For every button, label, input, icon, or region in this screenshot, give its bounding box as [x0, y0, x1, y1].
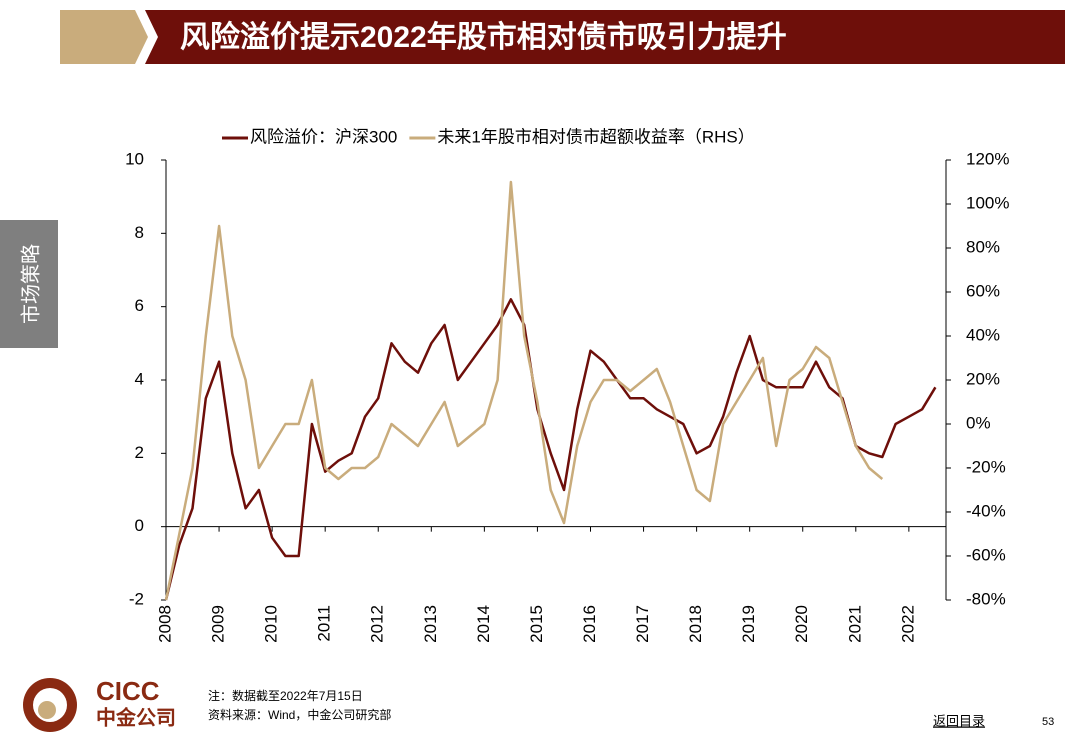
- y-tick-label: -2: [129, 589, 144, 608]
- y-tick-label: 4: [135, 369, 144, 388]
- y2-tick-label: 100%: [966, 193, 1009, 212]
- y2-tick-label: 40%: [966, 325, 1000, 344]
- y-tick-label: 0: [135, 516, 144, 535]
- y-tick-label: 8: [135, 223, 144, 242]
- y2-tick-label: 80%: [966, 237, 1000, 256]
- legend-label: 风险溢价：沪深300: [250, 127, 397, 146]
- y2-tick-label: -60%: [966, 545, 1006, 564]
- x-tick-label: 2016: [580, 605, 599, 643]
- legend-label: 未来1年股市相对债市超额收益率（RHS）: [437, 127, 754, 146]
- y2-tick-label: -20%: [966, 457, 1006, 476]
- banner-accent: [60, 10, 148, 64]
- y2-tick-label: 20%: [966, 369, 1000, 388]
- y-tick-label: 6: [135, 296, 144, 315]
- x-tick-label: 2019: [739, 605, 758, 643]
- source: 资料来源：Wind，中金公司研究部: [208, 707, 391, 722]
- x-tick-label: 2009: [209, 605, 228, 643]
- y2-tick-label: 60%: [966, 281, 1000, 300]
- x-tick-label: 2012: [368, 605, 387, 643]
- y2-tick-label: 0%: [966, 413, 991, 432]
- side-tab: [0, 220, 58, 348]
- x-tick-label: 2021: [845, 605, 864, 643]
- x-tick-label: 2014: [474, 605, 493, 643]
- series-line: [164, 298, 937, 601]
- y-tick-label: 2: [135, 443, 144, 462]
- x-tick-label: 2011: [315, 605, 334, 642]
- slide-title: 风险溢价提示2022年股市相对债市吸引力提升: [180, 20, 787, 54]
- logo-dot: [38, 701, 56, 719]
- banner: [145, 10, 1065, 64]
- logo-cn: 中金公司: [96, 705, 176, 729]
- x-tick-label: 2010: [262, 605, 281, 643]
- x-tick-label: 2015: [527, 605, 546, 643]
- x-tick-label: 2017: [633, 605, 652, 643]
- y2-tick-label: -80%: [966, 589, 1006, 608]
- x-tick-label: 2018: [686, 605, 705, 643]
- y2-tick-label: -40%: [966, 501, 1006, 520]
- back-link[interactable]: 返回目录: [933, 713, 985, 728]
- x-tick-label: 2008: [155, 605, 174, 643]
- side-tab-label: 市场策略: [19, 244, 42, 324]
- x-tick-label: 2013: [421, 605, 440, 643]
- x-tick-label: 2020: [792, 605, 811, 643]
- logo-en: CICC: [96, 676, 160, 706]
- y-tick-label: 10: [125, 149, 144, 168]
- y2-tick-label: 120%: [966, 149, 1009, 168]
- note: 注：数据截至2022年7月15日: [208, 688, 363, 703]
- series-line: [164, 180, 884, 601]
- chart: -2 0 2 4 6 8 10 -80% -60% -40% -20% 0% 20% 40% 60% 80% 1…: [125, 127, 1009, 642]
- x-tick-label: 2022: [898, 605, 917, 643]
- page-number: 53: [1042, 716, 1054, 728]
